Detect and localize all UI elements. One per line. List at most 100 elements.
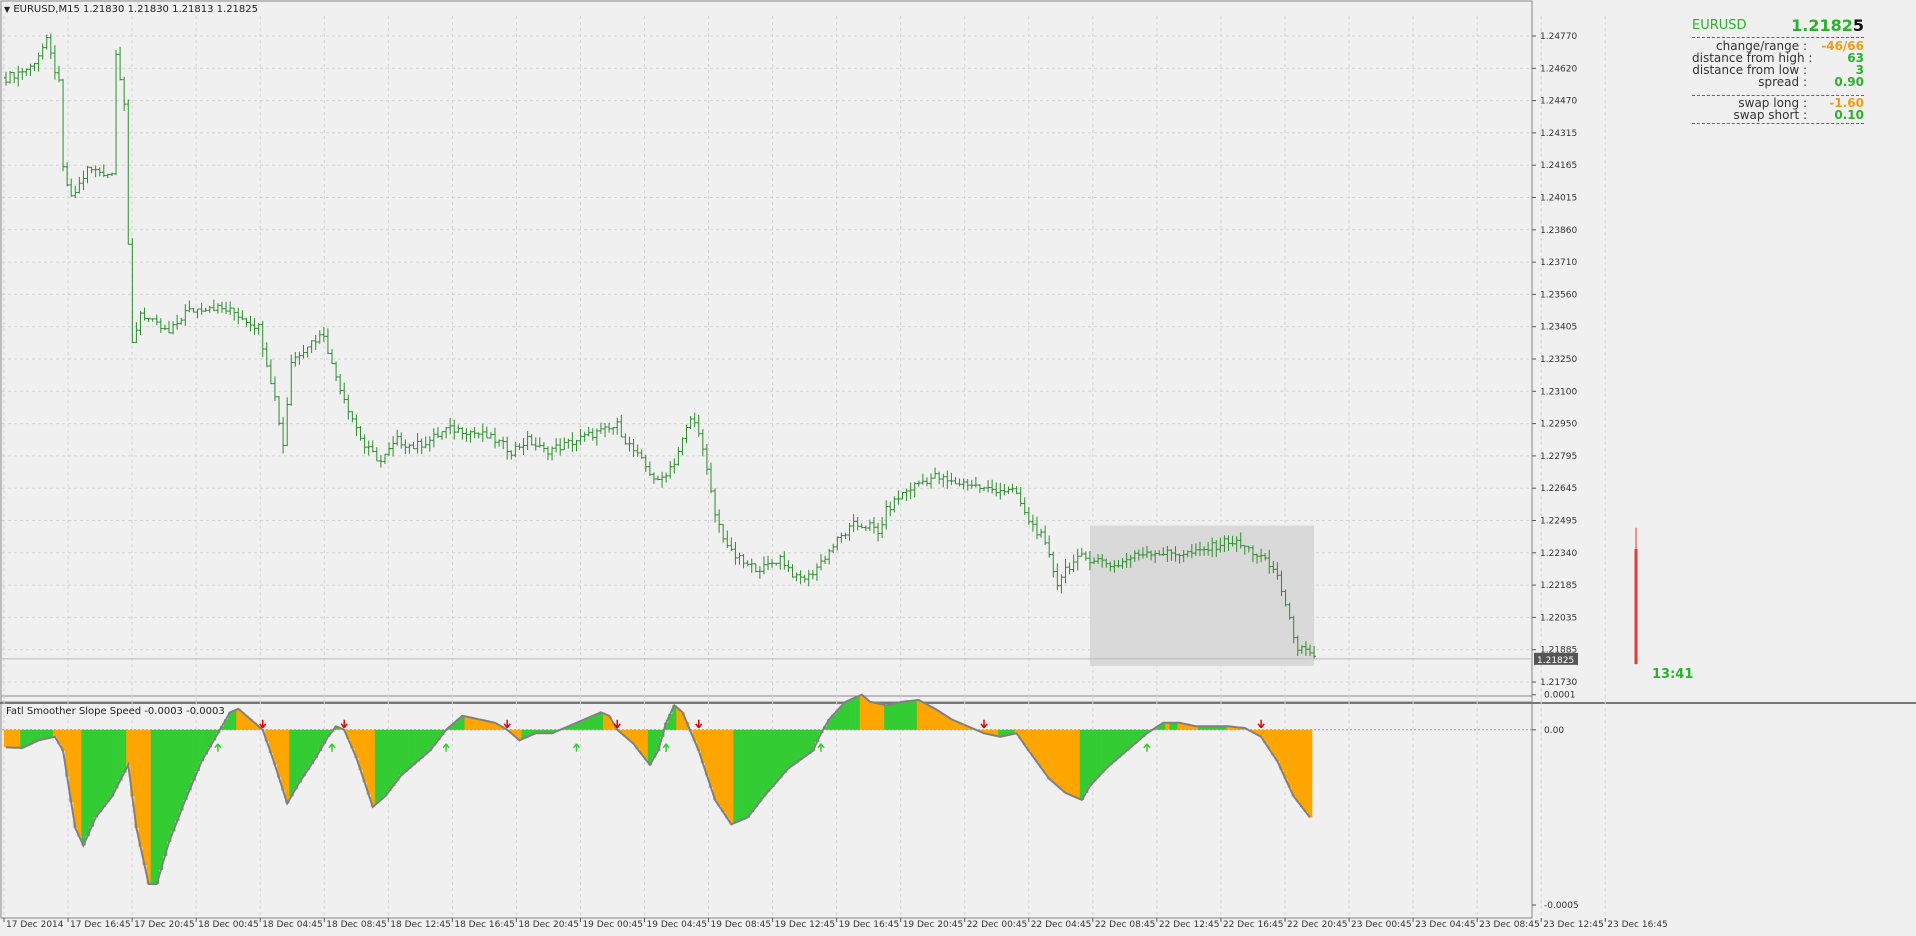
histogram-bar bbox=[924, 704, 930, 730]
histogram-bar bbox=[1022, 729, 1028, 745]
histogram-bar bbox=[594, 714, 600, 730]
histogram-bar bbox=[301, 729, 306, 777]
time-tick-label: 22 Dec 00:45 bbox=[967, 920, 1028, 930]
histogram-bar bbox=[1047, 729, 1052, 779]
histogram-bar bbox=[1181, 723, 1187, 730]
histogram-bar bbox=[1193, 726, 1199, 730]
histogram-bar bbox=[61, 729, 66, 751]
current-bar-body bbox=[1634, 549, 1638, 665]
price-tick-label: 1.23250 bbox=[1540, 355, 1577, 365]
histogram-bar bbox=[1136, 729, 1142, 741]
histogram-bar bbox=[1275, 729, 1280, 762]
info_panel.rows-label: spread : bbox=[1758, 75, 1807, 89]
histogram-bar bbox=[806, 729, 812, 754]
down-arrow-icon bbox=[695, 719, 703, 729]
histogram-bar bbox=[138, 729, 143, 847]
histogram-bar bbox=[892, 703, 897, 730]
histogram-bar bbox=[1295, 729, 1301, 802]
histogram-bar bbox=[126, 729, 131, 765]
histogram-bar bbox=[431, 729, 437, 746]
histogram-bar bbox=[211, 729, 217, 741]
histogram-bar bbox=[664, 722, 669, 730]
histogram-bar bbox=[1218, 726, 1223, 730]
histogram-bar bbox=[1234, 727, 1239, 730]
histogram-bar bbox=[484, 721, 490, 730]
down-arrow-icon bbox=[503, 719, 511, 729]
price-tick-label: 1.22950 bbox=[1540, 420, 1577, 430]
histogram-bar bbox=[179, 729, 184, 811]
histogram-bar bbox=[492, 722, 498, 730]
histogram-bar bbox=[1128, 729, 1134, 748]
histogram-bar bbox=[949, 719, 954, 730]
dropdown-triangle-icon[interactable]: ▼ bbox=[4, 5, 11, 14]
histogram-bar bbox=[586, 717, 592, 730]
histogram-bar bbox=[937, 711, 942, 730]
histogram-bar bbox=[757, 729, 763, 802]
indicator-tick-label: 0.00 bbox=[1544, 726, 1564, 736]
time-tick-label: 18 Dec 04:45 bbox=[262, 920, 323, 930]
histogram-bar bbox=[244, 715, 249, 730]
histogram-bar bbox=[1267, 729, 1272, 750]
histogram-bar bbox=[745, 729, 750, 818]
histogram-bar bbox=[635, 729, 640, 750]
histogram-bar bbox=[933, 708, 938, 730]
indicator-line bbox=[5, 693, 1311, 885]
time-tick-label: 23 Dec 08:45 bbox=[1479, 920, 1540, 930]
info_panel.rows-label: distance from low : bbox=[1692, 63, 1807, 77]
histogram-bar bbox=[488, 721, 494, 730]
histogram-bar bbox=[199, 729, 204, 762]
histogram-bar bbox=[32, 729, 37, 743]
histogram-bar bbox=[325, 729, 331, 737]
histogram-bar bbox=[847, 700, 852, 730]
histogram-bar bbox=[550, 729, 555, 734]
histogram-bar bbox=[1226, 726, 1231, 730]
histogram-bar bbox=[293, 729, 298, 790]
histogram-bar bbox=[684, 721, 689, 730]
price-tick-label: 1.21885 bbox=[1540, 646, 1577, 656]
histogram-bar bbox=[692, 729, 698, 742]
down-arrow-icon bbox=[259, 719, 267, 729]
histogram-bar bbox=[85, 729, 90, 837]
histogram-bar bbox=[423, 729, 429, 755]
histogram-bar bbox=[232, 710, 237, 730]
histogram-bar bbox=[1063, 729, 1068, 793]
histogram-bar bbox=[276, 729, 282, 778]
histogram-bar bbox=[733, 729, 738, 823]
histogram-bar bbox=[1161, 722, 1166, 730]
histogram-bar bbox=[248, 719, 253, 730]
histogram-bar bbox=[403, 729, 408, 772]
histogram-bar bbox=[1197, 726, 1203, 730]
histogram-bar bbox=[391, 729, 396, 786]
histogram-bar bbox=[374, 729, 380, 804]
histogram-bar bbox=[941, 714, 946, 730]
histogram-bar bbox=[146, 729, 151, 884]
up-arrow-icon bbox=[662, 743, 670, 752]
histogram-bar bbox=[334, 726, 339, 730]
histogram-bar bbox=[1287, 729, 1292, 788]
current-price-badge bbox=[1534, 652, 1578, 665]
histogram-bar bbox=[619, 729, 624, 734]
histogram-bar bbox=[183, 729, 188, 800]
histogram-bar bbox=[73, 729, 78, 828]
histogram-bar bbox=[521, 729, 526, 739]
histogram-bar bbox=[672, 705, 677, 730]
symbol-header: ▼ EURUSD,M15 1.21830 1.21830 1.21813 1.2… bbox=[4, 4, 258, 15]
histogram-bar bbox=[36, 729, 41, 741]
histogram-bar bbox=[749, 729, 755, 813]
histogram-bar bbox=[525, 729, 530, 737]
histogram-bar bbox=[1177, 722, 1182, 730]
histogram-bar bbox=[1006, 729, 1011, 736]
down-arrow-icon bbox=[1257, 719, 1265, 729]
histogram-bar bbox=[285, 729, 290, 804]
histogram-bar bbox=[802, 729, 808, 757]
histogram-bar bbox=[1279, 729, 1284, 771]
histogram-bar bbox=[8, 729, 13, 748]
histogram-bar bbox=[855, 696, 861, 730]
histogram-bar bbox=[1059, 729, 1064, 790]
price-tick-label: 1.24470 bbox=[1540, 97, 1577, 107]
histogram-bar bbox=[607, 715, 612, 730]
histogram-bar bbox=[647, 729, 653, 765]
time-tick-label: 23 Dec 12:45 bbox=[1543, 920, 1604, 930]
histogram-bar bbox=[790, 729, 795, 766]
